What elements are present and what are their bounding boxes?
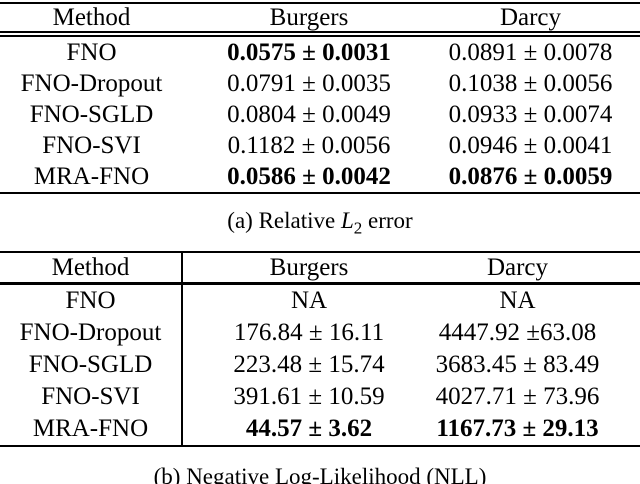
col-header-darcy: Darcy <box>486 253 549 281</box>
table-row: MRA-FNO 44.57 ± 3.62 1167.73 ± 29.13 <box>0 412 640 445</box>
caption-a-text: (a) Relative <box>227 208 341 233</box>
table-row: FNO 0.0575 ± 0.0031 0.0891 ± 0.0078 <box>0 37 640 68</box>
table-a-caption: (a) Relative L2 error <box>0 208 640 242</box>
col-header-method: Method <box>0 252 183 282</box>
burgers-cell: 0.0575 ± 0.0031 <box>227 39 391 66</box>
table-a-header-row: Method Burgers Darcy <box>0 4 640 31</box>
burgers-cell: 176.84 ± 16.11 <box>233 319 385 347</box>
darcy-cell: 0.0891 ± 0.0078 <box>448 39 613 66</box>
table-row: FNO-Dropout 0.0791 ± 0.0035 0.1038 ± 0.0… <box>0 68 640 99</box>
table-row: FNO-SGLD 0.0804 ± 0.0049 0.0933 ± 0.0074 <box>0 99 640 130</box>
table-b-caption: (b) Negative Log-Likelihood (NLL) <box>153 463 487 484</box>
darcy-cell: NA <box>499 287 536 315</box>
table-row: FNO-SVI 391.61 ± 10.59 4027.71 ± 73.96 <box>0 380 640 413</box>
col-header-method: Method <box>52 4 131 31</box>
darcy-cell: 0.0946 ± 0.0041 <box>448 132 613 159</box>
burgers-cell: 0.0586 ± 0.0042 <box>227 163 391 190</box>
burgers-cell: 223.48 ± 15.74 <box>233 351 385 379</box>
table-row: MRA-FNO 0.0586 ± 0.0042 0.0876 ± 0.0059 <box>0 161 640 192</box>
table-row: FNO-Dropout 176.84 ± 16.11 4447.92 ±63.0… <box>0 316 640 349</box>
math-subscript-2: 2 <box>353 218 363 238</box>
method-cell: FNO-Dropout <box>20 70 163 97</box>
method-cell: FNO-Dropout <box>0 316 183 349</box>
table-row: FNO NA NA <box>0 284 640 317</box>
darcy-cell: 1167.73 ± 29.13 <box>436 415 599 443</box>
table-row: FNO-SGLD 223.48 ± 15.74 3683.45 ± 83.49 <box>0 348 640 381</box>
method-cell: FNO-SVI <box>0 380 183 413</box>
table-row: FNO-SVI 0.1182 ± 0.0056 0.0946 ± 0.0041 <box>0 130 640 161</box>
method-cell: MRA-FNO <box>0 412 183 445</box>
darcy-cell: 3683.45 ± 83.49 <box>435 351 600 379</box>
burgers-cell: 0.0804 ± 0.0049 <box>227 101 391 128</box>
burgers-cell: 44.57 ± 3.62 <box>245 415 373 443</box>
header-divider-rule <box>0 281 640 285</box>
caption-a-text-end: error <box>362 208 413 233</box>
col-header-burgers: Burgers <box>269 4 349 31</box>
burgers-cell: NA <box>290 287 328 315</box>
method-cell: FNO-SGLD <box>29 101 154 128</box>
darcy-cell: 0.1038 ± 0.0056 <box>448 70 613 97</box>
table-relative-l2-error: Method Burgers Darcy FNO 0.0575 ± 0.0031… <box>0 2 640 194</box>
darcy-cell: 4447.92 ±63.08 <box>438 319 597 347</box>
burgers-cell: 0.1182 ± 0.0056 <box>227 132 391 159</box>
darcy-cell: 0.0933 ± 0.0074 <box>448 101 613 128</box>
col-header-burgers: Burgers <box>269 253 349 281</box>
method-cell: FNO <box>0 284 183 317</box>
col-header-darcy: Darcy <box>499 4 562 31</box>
method-cell: MRA-FNO <box>33 163 150 190</box>
header-divider-double-rule <box>0 31 640 37</box>
darcy-cell: 4027.71 ± 73.96 <box>435 383 600 411</box>
table-b-header-row: Method Burgers Darcy <box>0 252 640 282</box>
burgers-cell: 0.0791 ± 0.0035 <box>227 70 391 97</box>
burgers-cell: 391.61 ± 10.59 <box>233 383 385 411</box>
method-cell: FNO-SGLD <box>0 348 183 381</box>
method-cell: FNO <box>66 39 117 66</box>
darcy-cell: 0.0876 ± 0.0059 <box>448 163 613 190</box>
method-cell: FNO-SVI <box>42 132 141 159</box>
table-negative-log-likelihood: Method Burgers Darcy FNO NA NA FNO-Dropo… <box>0 250 640 447</box>
math-variable-L: L <box>340 208 354 233</box>
